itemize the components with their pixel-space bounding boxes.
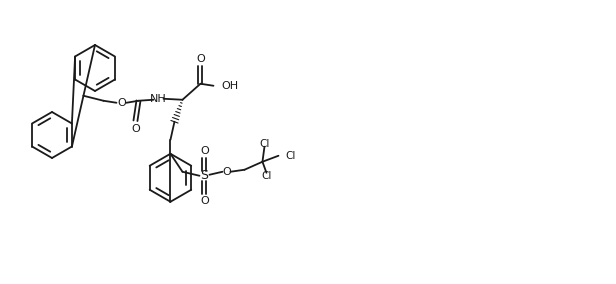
Text: O: O <box>222 167 231 177</box>
Text: Cl: Cl <box>261 171 272 181</box>
Text: NH: NH <box>150 94 167 104</box>
Text: OH: OH <box>222 81 238 91</box>
Text: Cl: Cl <box>259 139 270 149</box>
Text: O: O <box>196 54 205 64</box>
Text: Cl: Cl <box>285 151 296 161</box>
Text: O: O <box>200 196 209 206</box>
Text: O: O <box>200 146 209 156</box>
Text: O: O <box>131 124 140 134</box>
Text: O: O <box>117 98 126 108</box>
Text: S: S <box>200 169 208 182</box>
